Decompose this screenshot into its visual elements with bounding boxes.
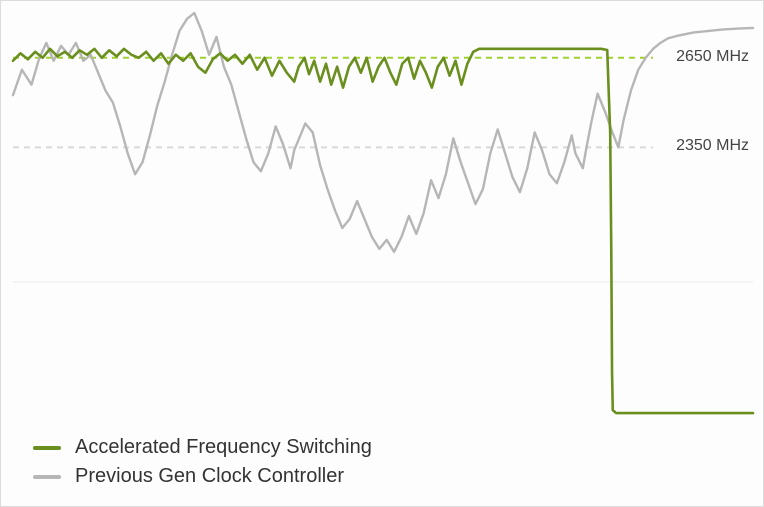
legend-swatch-accel	[33, 446, 61, 450]
legend-item-accel: Accelerated Frequency Switching	[33, 436, 372, 459]
frequency-chart: 2650 MHz 2350 MHz Accelerated Frequency …	[0, 0, 764, 507]
legend-item-prev: Previous Gen Clock Controller	[33, 465, 372, 488]
ref-label-2350: 2350 MHz	[676, 137, 749, 155]
legend: Accelerated Frequency Switching Previous…	[33, 430, 372, 488]
ref-label-2650: 2650 MHz	[676, 48, 749, 66]
legend-swatch-prev	[33, 475, 61, 479]
legend-label-accel: Accelerated Frequency Switching	[75, 436, 372, 459]
legend-label-prev: Previous Gen Clock Controller	[75, 465, 344, 488]
